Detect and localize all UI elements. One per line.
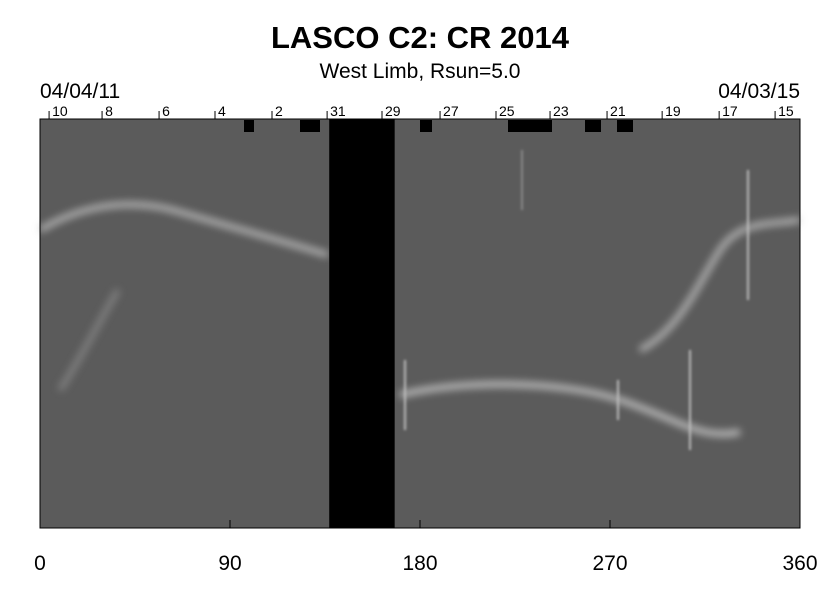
x-tick-label: 0 — [34, 552, 46, 575]
chart-title: LASCO C2: CR 2014 — [271, 20, 570, 55]
image — [38, 119, 801, 528]
streamers — [38, 201, 801, 437]
top-tick-label: 8 — [105, 103, 113, 119]
top-tick-label: 10 — [52, 103, 68, 119]
x-tick-label: 90 — [218, 552, 241, 575]
top-tick-label: 2 — [275, 103, 283, 119]
top-tick-label: 6 — [162, 103, 170, 119]
top-tick-label: 19 — [665, 103, 681, 119]
top-tick-label: 25 — [499, 103, 515, 119]
x-tick-label: 360 — [782, 552, 817, 575]
end-date: 04/03/15 — [718, 80, 800, 103]
x-tick-label: 270 — [592, 552, 627, 575]
top-tick-label: 4 — [218, 103, 226, 119]
top-tick-label: 27 — [443, 103, 459, 119]
image-background — [40, 119, 800, 528]
x-tick-label: 180 — [402, 552, 437, 575]
streaks — [404, 150, 749, 450]
top-tick-label: 21 — [610, 103, 626, 119]
top-tick-label: 17 — [722, 103, 738, 119]
data-gap — [329, 119, 395, 528]
start-date: 04/04/11 — [40, 80, 120, 103]
missing-marks — [244, 120, 633, 132]
top-tick-label: 23 — [553, 103, 569, 119]
top-tick-label: 29 — [385, 103, 401, 119]
chart-subtitle: West Limb, Rsun=5.0 — [320, 60, 521, 83]
top-tick-label: 31 — [330, 103, 346, 119]
top-tick-label: 15 — [778, 103, 794, 119]
